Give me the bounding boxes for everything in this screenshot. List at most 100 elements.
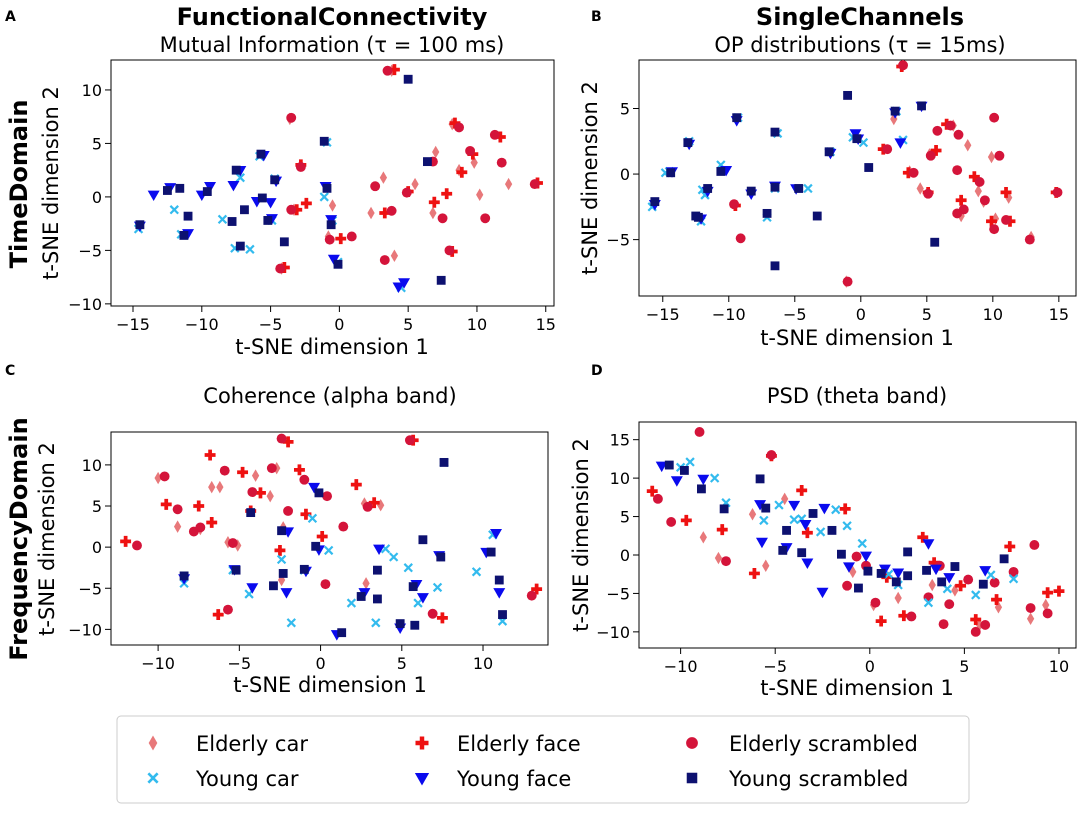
panel-d-point-young-scrambled [808, 509, 818, 518]
panel-b-point-elderly-scrambled [974, 176, 985, 187]
panel-a-points [133, 64, 543, 294]
panel-c-point-elderly-face [436, 612, 448, 624]
panel-c-point-young-scrambled [337, 628, 347, 638]
panel-c-point-young-scrambled [498, 610, 507, 619]
panel-a-point-young-face [147, 190, 160, 202]
panel-d-point-elderly-face [1053, 585, 1065, 597]
panel-d-point-young-face [799, 520, 812, 531]
panel-b-point-young-scrambled [770, 182, 780, 192]
panel-b-point-elderly-scrambled [932, 125, 943, 136]
panel-a-point-elderly-car [432, 145, 440, 159]
legend-symbol-elderly-scrambled [686, 737, 698, 749]
panel-b-y-axis-label: t-SNE dimension 2 [578, 81, 602, 275]
panel-d-plot-area [638, 421, 1077, 649]
panel-b-point-young-scrambled [812, 211, 822, 221]
panel-c-point-elderly-scrambled [247, 487, 258, 497]
legend: Elderly car Elderly face Elderly scrambl… [116, 715, 970, 804]
panel-b-point-elderly-scrambled [908, 167, 919, 178]
panel-d-point-young-face [818, 503, 831, 515]
panel-d-point-young-car [774, 500, 784, 510]
panel-b-point-young-scrambled [691, 211, 701, 221]
panel-d-point-elderly-scrambled [870, 597, 881, 608]
panel-b-point-young-scrambled [762, 208, 772, 218]
panel-b-point-young-scrambled [683, 138, 693, 148]
panel-d-point-elderly-face [898, 610, 910, 622]
panel-a-point-young-scrambled [322, 183, 332, 193]
panel-a-point-elderly-car [379, 171, 388, 184]
panel-d-point-young-face [801, 558, 814, 569]
panel-a-point-elderly-face [441, 188, 453, 200]
panel-c-point-elderly-scrambled [172, 504, 183, 515]
panel-a-x-tick-label: −15 [116, 315, 150, 334]
panel-d-point-elderly-face [839, 503, 851, 515]
panel-c-point-elderly-scrambled [219, 465, 230, 476]
panel-d: PSD (theta band) −10 −5 0 5 10 −10 −5 0 5 10 15 t… [569, 384, 1077, 700]
panel-b-point-young-face [894, 138, 907, 149]
panel-a-point-elderly-car [367, 206, 375, 220]
panel-a-point-young-scrambled [227, 217, 237, 226]
panel-b-point-young-scrambled [890, 106, 900, 116]
panel-d-point-young-face [892, 568, 905, 579]
panel-a-point-young-scrambled [202, 187, 212, 196]
panel-a-point-young-scrambled [333, 259, 343, 269]
panel-c-y-ticks: −10 −5 0 5 10 [68, 456, 111, 639]
panel-b-point-elderly-car [1005, 191, 1013, 204]
panel-a-point-young-scrambled [179, 230, 189, 240]
panel-a-point-young-scrambled [436, 275, 446, 285]
panel-b: OP distributions (τ = 15ms) −15 −10 −5 0 5 10… [578, 33, 1077, 350]
panel-b-point-young-scrambled [770, 127, 780, 137]
panel-c-point-young-scrambled [278, 569, 288, 578]
panel-a-point-elderly-scrambled [382, 65, 393, 76]
legend-marker-young-scrambled [686, 772, 698, 784]
panel-a-point-elderly-face [456, 166, 468, 178]
panel-c-point-elderly-scrambled [338, 521, 349, 532]
panel-c-point-young-scrambled [314, 488, 324, 498]
panel-a-point-young-scrambled [279, 237, 289, 247]
panel-a-point-young-scrambled [235, 241, 245, 251]
panel-d-point-elderly-face [796, 484, 808, 496]
panel-c-point-elderly-face [350, 479, 362, 491]
panel-b-y-tick-label: −5 [606, 231, 630, 250]
panel-a-point-young-scrambled [403, 74, 413, 84]
legend-entry-elderly-scrambled: Elderly scrambled [686, 732, 918, 756]
panel-c-point-elderly-face [160, 498, 172, 510]
panel-c-x-tick-label: −10 [141, 654, 175, 673]
panel-d-point-young-face [755, 537, 768, 549]
panel-d-point-elderly-scrambled [666, 516, 677, 527]
panel-d-point-young-face [843, 562, 855, 573]
panel-c-point-young-scrambled [269, 581, 278, 591]
panel-c-point-young-face [280, 588, 293, 599]
panel-d-point-young-face [788, 500, 801, 512]
panel-d-x-tick-label: −5 [763, 657, 787, 676]
panel-d-point-young-scrambled [876, 569, 886, 578]
panel-c-point-elderly-car [216, 480, 224, 494]
panel-d-point-young-scrambled [950, 562, 960, 571]
panel-c-point-elderly-face [204, 449, 216, 461]
panel-c-point-young-car [286, 618, 297, 628]
panel-a-point-elderly-scrambled [437, 213, 448, 224]
panel-b-x-tick-label: 15 [1049, 305, 1069, 324]
panel-b-point-young-scrambled [824, 147, 834, 157]
panel-b-point-elderly-face [930, 145, 942, 156]
panel-b-point-elderly-face [955, 194, 967, 206]
panel-c-point-elderly-scrambled [188, 526, 199, 537]
panel-a-point-young-scrambled [319, 136, 329, 146]
legend-marker-young-car [147, 772, 159, 784]
legend-entry-elderly-car: Elderly car [148, 732, 308, 756]
panel-a-y-tick-label: −5 [78, 241, 102, 260]
panel-c-y-tick-label: 0 [92, 538, 102, 557]
panel-a-point-elderly-face [291, 204, 303, 216]
panel-a-y-axis-label: t-SNE dimension 2 [39, 86, 63, 280]
legend-symbol-elderly-face [415, 736, 429, 750]
panel-d-y-tick-label: 15 [610, 431, 630, 450]
panel-a-point-elderly-face [379, 207, 391, 219]
panel-b-point-elderly-scrambled [994, 150, 1005, 161]
panel-c-point-elderly-scrambled [427, 608, 438, 619]
panel-d-point-elderly-face [1042, 587, 1054, 599]
panel-a-point-young-scrambled [135, 220, 145, 230]
panel-a-point-young-scrambled [256, 149, 266, 159]
panel-d-point-elderly-face [875, 615, 887, 627]
panel-d-point-young-scrambled [797, 548, 807, 558]
panel-d-point-young-scrambled [778, 545, 788, 555]
panel-d-point-young-car [971, 590, 981, 600]
